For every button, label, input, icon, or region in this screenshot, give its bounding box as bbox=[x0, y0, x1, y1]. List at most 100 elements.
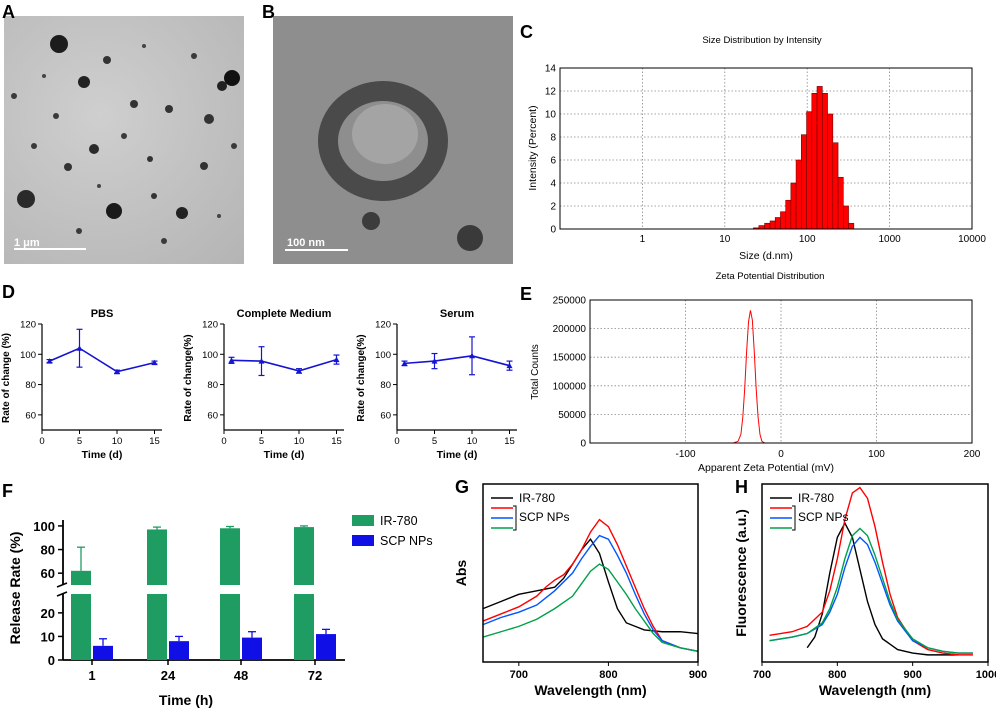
chart-c-bar bbox=[758, 225, 765, 230]
chart-g-legend-bracket bbox=[513, 505, 517, 531]
chart-g-series-0 bbox=[482, 537, 699, 635]
chart-d-medium-xtick: 10 bbox=[294, 436, 305, 447]
chart-d-serum-xtick: 0 bbox=[394, 436, 399, 447]
chart-c-bar bbox=[785, 199, 792, 230]
chart-g-xtick: 700 bbox=[510, 669, 528, 681]
chart-d-serum-line bbox=[404, 354, 510, 367]
chart-f-ylabel: Release Rate (%) bbox=[7, 532, 23, 645]
chart-c-ylabel: Intensity (Percent) bbox=[527, 105, 539, 190]
chart-e: Zeta Potential Distribution -100 0 100 200 0 5… bbox=[530, 271, 981, 474]
chart-d-pbs-ytick: 100 bbox=[20, 350, 36, 361]
chart-f-ytick: 20 bbox=[41, 606, 55, 621]
chart-e-ytick: 200000 bbox=[553, 324, 587, 335]
chart-d-medium-xlabel: Time (d) bbox=[264, 449, 305, 461]
panel-label-a: A bbox=[2, 2, 15, 22]
chart-c-ytick: 12 bbox=[545, 87, 557, 98]
chart-d-pbs-marker bbox=[46, 358, 53, 364]
chart-c-bar bbox=[769, 220, 776, 230]
chart-c-bar bbox=[790, 182, 797, 230]
panel-label-g: G bbox=[455, 477, 469, 497]
chart-g-series-3 bbox=[482, 563, 699, 653]
chart-d-medium-marker bbox=[228, 357, 235, 363]
chart-h-xtick: 1000 bbox=[976, 669, 996, 681]
chart-d-pbs-xlabel: Time (d) bbox=[82, 449, 123, 461]
chart-d-pbs-ytick: 120 bbox=[20, 320, 36, 331]
chart-d-serum-xtick: 15 bbox=[504, 436, 515, 447]
chart-e-xtick: 100 bbox=[868, 449, 885, 460]
chart-f-bar-1 bbox=[242, 637, 262, 660]
chart-d-pbs-line bbox=[49, 347, 155, 373]
chart-f-bar-1 bbox=[93, 645, 113, 660]
chart-d-medium: Complete Medium 60 80 100 120 0 5 10 15 Time (d) R… bbox=[183, 308, 344, 461]
chart-f-bar-0-upper bbox=[294, 527, 314, 585]
chart-d-medium-marker bbox=[333, 356, 340, 363]
chart-d-medium-ytick: 80 bbox=[207, 380, 218, 391]
chart-f-bar-0-lower bbox=[294, 594, 314, 660]
chart-f-ytick: 0 bbox=[48, 653, 55, 668]
chart-d-medium-ytick: 60 bbox=[207, 410, 218, 421]
chart-h-legend-label: IR-780 bbox=[798, 491, 834, 505]
chart-c-bar bbox=[764, 222, 771, 230]
chart-c-ytick: 6 bbox=[550, 156, 556, 167]
chart-c-xtick: 100 bbox=[799, 234, 816, 245]
chart-d-serum-ytick: 100 bbox=[375, 350, 391, 361]
chart-e-frame bbox=[589, 299, 973, 444]
chart-f-ytick: 100 bbox=[33, 519, 55, 534]
chart-e-xtick: 0 bbox=[778, 449, 784, 460]
chart-d-pbs-ytick: 80 bbox=[25, 380, 36, 391]
chart-g-series-2 bbox=[482, 534, 699, 653]
panel-label-h: H bbox=[735, 477, 748, 497]
chart-h-frame bbox=[761, 483, 989, 663]
scale-bar-label-b: 100 nm bbox=[287, 237, 325, 249]
chart-g-legend-label: IR-780 bbox=[519, 491, 555, 505]
chart-d-pbs-marker bbox=[114, 368, 120, 375]
chart-c-xlabel: Size (d.nm) bbox=[739, 250, 793, 262]
chart-d-pbs-ytick: 60 bbox=[25, 410, 36, 421]
chart-d-pbs-xtick: 10 bbox=[112, 436, 123, 447]
chart-c-bar bbox=[780, 211, 787, 230]
panel-label-c: C bbox=[520, 22, 533, 42]
chart-c-ytick: 0 bbox=[550, 225, 556, 236]
chart-d-medium-marker bbox=[258, 358, 265, 364]
chart-d-serum-xtick: 5 bbox=[432, 436, 437, 447]
chart-d-serum-ytick: 120 bbox=[375, 320, 391, 331]
chart-f-bar-1 bbox=[316, 634, 336, 660]
scale-bar-label-a: 1 μm bbox=[14, 237, 40, 249]
chart-d-pbs-title: PBS bbox=[91, 308, 114, 320]
chart-c-title: Size Distribution by Intensity bbox=[702, 35, 822, 46]
chart-g-xtick: 900 bbox=[689, 669, 707, 681]
chart-d-serum-title: Serum bbox=[440, 308, 474, 320]
chart-g-xtick: 800 bbox=[599, 669, 617, 681]
chart-f-axis-break bbox=[56, 582, 68, 588]
chart-d-serum-marker bbox=[469, 352, 475, 359]
chart-c-bar bbox=[832, 142, 839, 230]
chart-d-pbs-xtick: 15 bbox=[149, 436, 160, 447]
chart-c-xtick: 10 bbox=[719, 234, 731, 245]
chart-f-axis-break bbox=[56, 591, 68, 597]
panel-label-f: F bbox=[2, 481, 13, 501]
chart-f-bar-1 bbox=[169, 641, 189, 660]
chart-d-medium-ytick: 120 bbox=[202, 320, 218, 331]
chart-h-series-0 bbox=[806, 521, 958, 656]
chart-f-legend-label: SCP NPs bbox=[380, 534, 433, 548]
chart-c-xtick: 1 bbox=[640, 234, 646, 245]
chart-f-bar-0-lower bbox=[147, 594, 167, 660]
chart-e-line bbox=[637, 310, 925, 444]
chart-d-serum-ytick: 60 bbox=[380, 410, 391, 421]
chart-h-legend-bracket bbox=[792, 505, 796, 531]
panel-label-b: B bbox=[262, 2, 275, 22]
chart-e-xtick: 200 bbox=[964, 449, 981, 460]
chart-d-serum-marker bbox=[401, 360, 408, 366]
chart-e-title: Zeta Potential Distribution bbox=[716, 271, 825, 282]
chart-g-frame bbox=[482, 483, 699, 663]
chart-c-bar bbox=[816, 86, 823, 230]
chart-c-ytick: 2 bbox=[550, 202, 556, 213]
chart-c-bar bbox=[806, 111, 813, 230]
chart-d-medium-title: Complete Medium bbox=[237, 308, 332, 320]
chart-g: 700 800 900 IR-780 SCP NPs Wavelength (nm) Abs bbox=[453, 483, 707, 698]
chart-e-ytick: 0 bbox=[580, 439, 586, 450]
chart-f-legend-label: IR-780 bbox=[380, 514, 418, 528]
